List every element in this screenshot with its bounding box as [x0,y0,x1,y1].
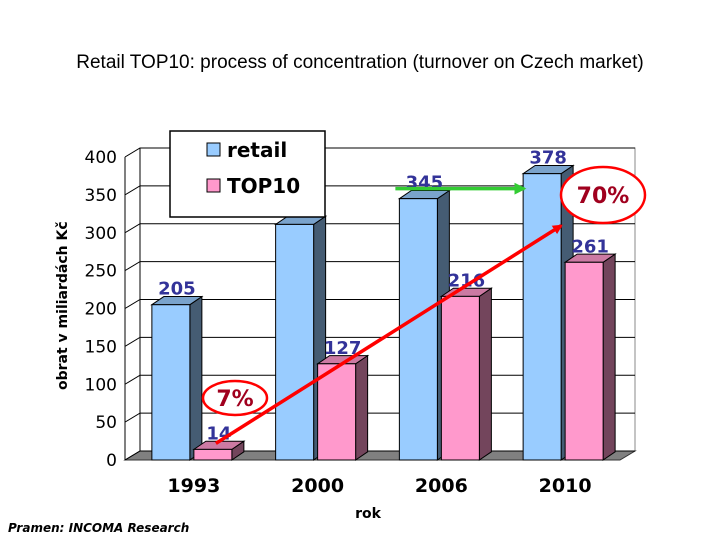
legend-label-top10: TOP10 [227,174,300,198]
x-axis-title: rok [355,506,382,522]
legend-swatch-retail [206,142,221,157]
bar-retail-1993 [150,295,204,461]
bar-retail-2010 [521,164,575,461]
y-tick-label: 200 [85,300,117,320]
y-axis-title: obrat v miliardách Kč [55,221,71,390]
y-tick-label: 300 [85,224,117,244]
bar-top10-2010 [563,253,617,461]
bar-top10-2000 [316,354,370,461]
legend-label-retail: retail [227,138,287,162]
data-label-top10-2006: 216 [448,270,486,291]
x-tick-label-1993: 1993 [167,475,220,497]
share-2010-label: 70% [577,184,630,209]
share-1993-label: 7% [216,387,253,412]
legend-swatch-top10 [206,178,221,193]
x-tick-label-2006: 2006 [415,475,468,497]
y-tick-label: 100 [85,375,117,395]
y-tick-label: 50 [95,413,117,433]
bar-top10-2006 [439,287,493,461]
bar-top10-1993 [192,440,246,461]
share-1993: 7% [201,379,269,417]
x-tick-label-2010: 2010 [539,475,592,497]
share-2010-oval [559,165,647,225]
y-tick-label: 150 [85,337,117,357]
data-label-retail-1993: 205 [158,279,196,300]
y-tick-label: 400 [85,148,117,168]
share-1993-oval [201,379,269,417]
data-label-retail-2010: 378 [529,148,567,169]
trend-arrow [214,224,563,445]
x-tick-label-2000: 2000 [291,475,344,497]
source-note: Pramen: INCOMA Research [8,521,190,535]
y-tick-label: 350 [85,186,117,206]
legend-box [169,130,326,218]
legend: retail TOP10 [169,130,326,218]
share-2010: 70% [559,165,647,225]
data-label-top10-2000: 127 [324,338,362,359]
data-label-retail-2006: 345 [406,173,444,194]
data-label-top10-2010: 261 [571,236,609,257]
chart-title: Retail TOP10: process of concentration (… [76,52,644,73]
y-tick-label: 250 [85,262,117,282]
y-tick-label: 0 [106,451,117,471]
